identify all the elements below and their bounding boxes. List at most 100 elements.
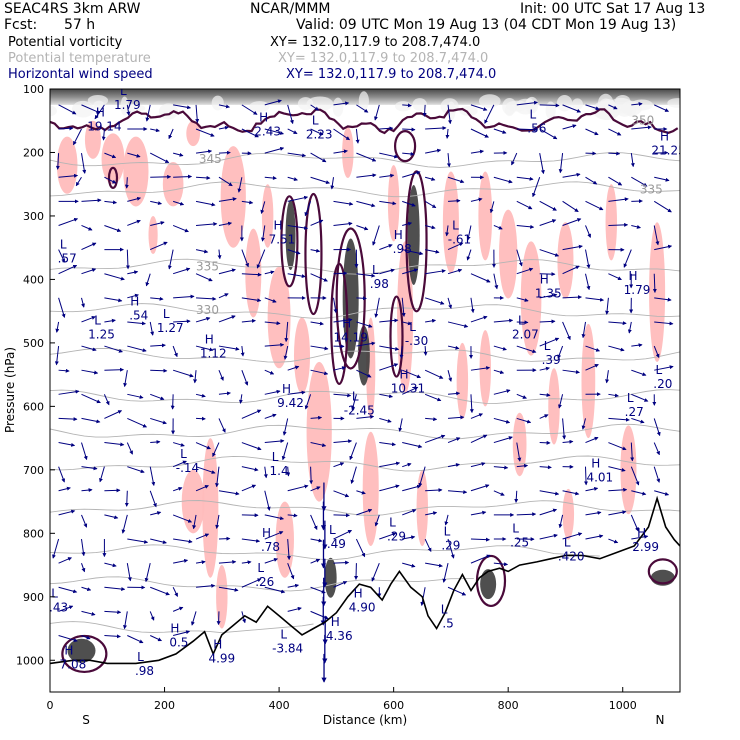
wind-vector [608,466,626,472]
pv-extreme-value: 2.99 [632,540,659,554]
wind-vector [195,485,209,492]
wind-vector [356,490,366,495]
wind-vector [172,442,185,447]
wind-vector [104,345,123,353]
wind-vector [379,126,394,131]
wind-vector [447,104,452,125]
wind-vector [379,363,399,371]
pv-annotation: L.27 [625,391,644,419]
wind-vector [172,200,185,206]
theta-contour-label: 330 [196,303,219,317]
pv-fill-blob [512,412,527,477]
pv-annotation: L.5 [441,602,454,630]
wind-vector [470,554,491,564]
pv-annotation: H2.99 [632,526,659,554]
wind-vector [104,176,117,184]
pv-annotation: H4.36 [326,615,353,643]
wind-vector [264,342,285,347]
wind-vector [608,442,627,451]
pv-extreme-marker: L [627,391,634,405]
wind-vector [310,345,329,351]
wind-vector [493,490,505,496]
wind-vector [585,345,601,352]
wind-vector [562,490,580,496]
pv-extreme-marker: L [163,307,170,321]
pv-fill-blob [306,361,332,502]
wind-vector [470,462,486,468]
wind-vector [539,337,560,347]
wind-vector [379,484,400,492]
wind-vector [58,466,66,483]
wind-vector [447,345,460,350]
wind-vector [310,415,323,420]
wind-vector [195,249,209,254]
pv-fill-core [67,638,96,663]
wind-vector [514,490,519,503]
wind-vector [539,465,552,470]
pv-annotation: H19.14 [87,105,121,133]
wind-vector [379,345,400,351]
wind-vector [81,369,99,375]
wind-vector [562,172,581,178]
pv-extreme-marker: H [629,269,638,283]
wind-vector [562,218,582,226]
pv-extreme-value: -.61 [448,232,471,246]
wind-vector [215,466,220,488]
wind-vector [581,321,586,339]
pv-annotation: L2.23 [306,114,333,142]
wind-vector [241,104,258,115]
wind-vector [81,297,85,308]
wind-vector [424,200,437,209]
wind-vector [218,586,239,592]
pv-extreme-value: -.14 [176,461,199,475]
wind-vector [402,170,421,178]
wind-vector [287,249,301,255]
wind-vector [218,315,236,323]
wind-vector [630,466,640,486]
wind-vector [448,490,468,495]
wind-vector [170,394,175,410]
wind-vector [445,225,450,237]
wind-vector [379,461,401,468]
band-patch [306,96,334,112]
wind-vector [493,465,509,470]
wind-vector [58,217,79,226]
wind-vector [218,150,231,155]
wind-vector [401,297,406,318]
wind-vector [379,152,399,159]
wind-vector [516,224,535,229]
wind-vector [585,249,591,269]
pv-extreme-value: 1.27 [157,321,184,335]
wind-vector [264,321,281,326]
wind-vector [127,293,139,299]
wind-vector [218,391,231,396]
wind-vector [516,393,527,399]
wind-vector [150,538,167,545]
wind-vector [145,273,151,287]
pv-extreme-value: 4.36 [326,629,353,643]
wind-vector [631,534,649,540]
wind-vector [195,200,216,207]
pv-extreme-marker: L [389,515,396,529]
pv-extreme-value: 0.5 [169,635,188,649]
wind-vector [516,176,534,181]
wind-vector [168,128,174,140]
wind-vector [55,321,60,333]
wind-vector [516,297,529,302]
wind-vector [379,532,397,540]
wind-vector [58,586,78,594]
wind-vector [623,249,632,268]
band-patch [412,98,428,111]
wind-vector [516,463,529,468]
wind-vector [379,318,399,323]
wind-vector [351,394,357,411]
wind-vector [470,315,488,323]
wind-vector [447,321,469,328]
pv-extreme-value: 2.23 [306,128,333,142]
wind-vector [195,273,213,282]
wind-vector [333,149,348,154]
wind-vector [264,146,285,154]
band-patch [332,97,344,117]
wind-vector [356,152,377,162]
